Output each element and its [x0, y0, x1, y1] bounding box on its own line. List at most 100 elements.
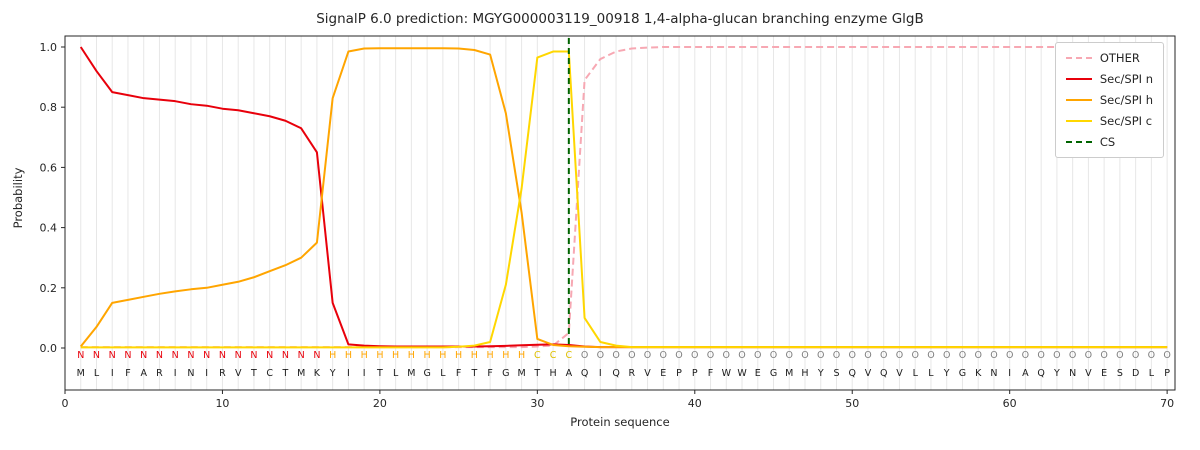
svg-text:I: I — [1008, 368, 1011, 379]
svg-text:I: I — [363, 368, 366, 379]
svg-text:O: O — [691, 350, 698, 361]
cs-line-swatch — [1065, 141, 1092, 143]
svg-text:Q: Q — [581, 368, 588, 379]
svg-text:H: H — [801, 368, 808, 379]
svg-text:O: O — [1006, 350, 1013, 361]
svg-text:L: L — [928, 368, 934, 379]
svg-text:H: H — [376, 350, 383, 361]
svg-text:O: O — [1022, 350, 1029, 361]
svg-text:Q: Q — [848, 368, 855, 379]
svg-text:O: O — [880, 350, 887, 361]
svg-text:M: M — [407, 368, 415, 379]
svg-text:N: N — [235, 350, 242, 361]
svg-text:H: H — [550, 368, 557, 379]
svg-text:O: O — [943, 350, 950, 361]
svg-text:L: L — [393, 368, 399, 379]
svg-text:R: R — [629, 368, 636, 379]
svg-text:0.0: 0.0 — [40, 342, 58, 355]
svg-text:T: T — [282, 368, 289, 379]
svg-text:C: C — [266, 368, 273, 379]
svg-text:O: O — [911, 350, 918, 361]
curve-Sec/SPI h — [79, 47, 1168, 349]
svg-text:10: 10 — [215, 397, 229, 410]
svg-text:V: V — [896, 368, 903, 379]
sec-spi-h-line-swatch — [1065, 99, 1092, 101]
svg-text:O: O — [1069, 350, 1076, 361]
svg-text:O: O — [738, 350, 745, 361]
svg-text:H: H — [518, 350, 525, 361]
svg-text:V: V — [644, 368, 651, 379]
svg-text:T: T — [376, 368, 383, 379]
svg-text:M: M — [517, 368, 525, 379]
legend-label-sec-spi-n: Sec/SPI n — [1099, 72, 1153, 86]
svg-text:S: S — [833, 368, 839, 379]
svg-text:E: E — [755, 368, 761, 379]
svg-text:G: G — [959, 368, 966, 379]
svg-text:T: T — [533, 368, 540, 379]
svg-text:H: H — [439, 350, 446, 361]
svg-text:T: T — [470, 368, 477, 379]
svg-text:M: M — [785, 368, 793, 379]
svg-text:H: H — [345, 350, 352, 361]
svg-text:O: O — [1163, 350, 1170, 361]
legend-label-sec-spi-c: Sec/SPI c — [1099, 114, 1153, 128]
svg-text:D: D — [1132, 368, 1139, 379]
svg-text:O: O — [864, 350, 871, 361]
svg-text:N: N — [203, 350, 210, 361]
svg-text:0.2: 0.2 — [40, 282, 58, 295]
svg-text:L: L — [440, 368, 446, 379]
svg-text:O: O — [628, 350, 635, 361]
svg-text:H: H — [487, 350, 494, 361]
svg-text:O: O — [754, 350, 761, 361]
svg-text:0.4: 0.4 — [40, 222, 58, 235]
svg-text:H: H — [392, 350, 399, 361]
svg-text:Q: Q — [880, 368, 887, 379]
svg-text:O: O — [597, 350, 604, 361]
sec-spi-c-line-swatch — [1065, 120, 1092, 122]
svg-text:L: L — [1149, 368, 1155, 379]
svg-text:O: O — [786, 350, 793, 361]
svg-text:O: O — [1037, 350, 1044, 361]
x-axis-title: Protein sequence — [570, 415, 670, 429]
sec-spi-n-line-swatch — [1065, 78, 1092, 80]
svg-text:V: V — [1085, 368, 1092, 379]
svg-text:O: O — [723, 350, 730, 361]
svg-text:Y: Y — [329, 368, 336, 379]
svg-text:Q: Q — [612, 368, 619, 379]
svg-text:A: A — [1022, 368, 1029, 379]
svg-text:70: 70 — [1160, 397, 1174, 410]
svg-text:N: N — [313, 350, 320, 361]
svg-text:I: I — [111, 368, 114, 379]
svg-text:N: N — [172, 350, 179, 361]
svg-text:C: C — [566, 350, 573, 361]
svg-text:0: 0 — [62, 397, 69, 410]
svg-text:N: N — [187, 368, 194, 379]
svg-text:V: V — [865, 368, 872, 379]
legend-entry-other: OTHER — [1065, 51, 1153, 65]
curve-Sec/SPI c — [80, 50, 1168, 349]
svg-text:N: N — [298, 350, 305, 361]
svg-text:N: N — [219, 350, 226, 361]
svg-text:F: F — [487, 368, 492, 379]
svg-text:O: O — [1148, 350, 1155, 361]
svg-text:O: O — [1100, 350, 1107, 361]
svg-text:N: N — [282, 350, 289, 361]
svg-text:H: H — [471, 350, 478, 361]
svg-text:I: I — [205, 368, 208, 379]
svg-text:S: S — [1117, 368, 1123, 379]
svg-text:I: I — [599, 368, 602, 379]
svg-text:N: N — [156, 350, 163, 361]
svg-text:N: N — [1069, 368, 1076, 379]
svg-text:E: E — [660, 368, 666, 379]
svg-text:N: N — [990, 368, 997, 379]
svg-text:H: H — [361, 350, 368, 361]
svg-text:M: M — [297, 368, 305, 379]
svg-text:O: O — [644, 350, 651, 361]
svg-text:V: V — [235, 368, 242, 379]
svg-text:I: I — [347, 368, 350, 379]
svg-text:50: 50 — [845, 397, 859, 410]
svg-text:W: W — [722, 368, 732, 379]
svg-text:O: O — [974, 350, 981, 361]
